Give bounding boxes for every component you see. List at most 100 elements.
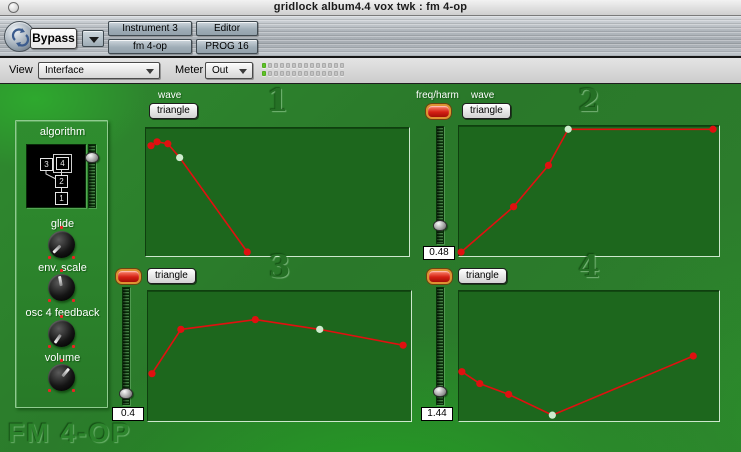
envelope-point[interactable] [243,248,251,256]
meter-led [286,71,290,76]
envelope-graph-op3[interactable] [147,290,412,422]
algorithm-op1-box: 1 [55,192,68,205]
knob-marker [48,345,51,348]
knob-marker [72,256,75,259]
envelope-point[interactable] [251,316,259,324]
freq-harm-slider-thumb[interactable] [119,387,133,399]
envelope-graph-op2[interactable] [457,125,720,257]
editor-main: algorithm 3 4 2 1 glide [0,84,741,452]
freq-harm-slider-thumb[interactable] [433,385,447,397]
wave-label-op1: wave [158,90,182,101]
bypass-menu-button[interactable] [82,30,104,47]
envelope-point[interactable] [544,161,553,169]
knob-marker [72,345,75,348]
freq-harm-slider-op3[interactable] [119,287,133,405]
envelope-point-selected[interactable] [548,411,556,419]
meter-led [262,71,266,76]
bypass-button[interactable]: Bypass [30,28,77,49]
envelope-point-selected[interactable] [316,325,324,333]
knob-marker [60,359,63,362]
envelope-point[interactable] [457,248,465,256]
meter-led [340,63,344,68]
knob-marker [48,256,51,259]
editor-button[interactable]: Editor [196,21,258,36]
freq-harm-value-op2[interactable]: 0.48 [423,246,455,260]
knob-pointer [61,367,71,378]
envelope-point[interactable] [399,341,407,349]
envelope-point[interactable] [510,203,518,211]
meter-led [328,71,332,76]
algorithm-slider-thumb[interactable] [85,152,99,164]
instrument-button[interactable]: Instrument 3 [108,21,192,36]
global-panel: algorithm 3 4 2 1 glide [15,120,108,408]
title-bar[interactable]: gridlock album4.4 vox twk : fm 4-op [0,0,741,16]
envelope-line [460,128,713,253]
meter-led [322,71,326,76]
envelope-svg [457,125,717,256]
meter-led [304,63,308,68]
algorithm-display[interactable]: 3 4 2 1 [26,144,86,208]
algorithm-op2-box: 2 [55,175,68,188]
meter-dropdown[interactable]: Out [205,62,253,79]
envelope-point[interactable] [164,140,172,148]
knob-marker [60,226,63,229]
envelope-point[interactable] [177,325,185,333]
knob-marker [60,269,63,272]
envelope-point[interactable] [147,142,155,150]
volume-knob[interactable] [48,359,75,392]
wave-select-op1[interactable]: triangle [149,103,198,119]
envelope-svg [148,316,407,378]
envelope-point[interactable] [153,138,161,146]
view-label: View [9,64,33,76]
freq-harm-slider-op2[interactable] [433,126,447,244]
view-dropdown[interactable]: Interface [38,62,160,79]
env-scale-label: env. scale [38,262,87,274]
program-button[interactable]: PROG 16 [196,39,258,54]
algorithm-slider[interactable] [85,144,99,208]
meter-led [262,63,266,68]
freq-harm-label: freq/harm [416,90,459,101]
dropdown-arrow-icon [239,69,247,74]
envelope-graph-op4[interactable] [458,290,720,422]
freq-harm-led-button-op2[interactable] [426,104,451,119]
wave-select-op3[interactable]: triangle [147,268,196,284]
glide-knob[interactable] [48,226,75,259]
toolbar: Bypass Instrument 3 Editor fm 4-op PROG … [0,16,741,58]
meter-led [304,71,308,76]
meter-led [280,63,284,68]
meter-led [298,71,302,76]
window-title: gridlock album4.4 vox twk : fm 4-op [273,1,468,13]
env-scale-knob[interactable] [48,269,75,302]
view-dropdown-value: Interface [45,65,84,76]
envelope-point[interactable] [505,390,513,398]
osc4-feedback-knob[interactable] [48,315,75,348]
meter-led [298,63,302,68]
envelope-point-selected[interactable] [176,153,184,162]
meter-led [292,63,296,68]
wave-select-op2[interactable]: triangle [462,103,511,119]
window-control-icon[interactable] [8,2,19,13]
knob-marker [72,299,75,302]
envelope-point[interactable] [148,370,156,378]
envelope-point[interactable] [709,125,717,133]
envelope-line [150,140,248,253]
freq-harm-led-button-op4[interactable] [427,269,452,284]
envelope-graph-op1[interactable] [145,127,410,257]
envelope-point[interactable] [689,352,697,360]
patch-button[interactable]: fm 4-op [108,39,192,54]
envelope-point-selected[interactable] [564,125,572,133]
envelope-line [461,355,694,416]
freq-harm-value-op4[interactable]: 1.44 [421,407,453,421]
meter-led [274,71,278,76]
freq-harm-value-op3[interactable]: 0.4 [112,407,144,421]
envelope-point[interactable] [458,368,466,376]
meter-led [310,71,314,76]
knob-pointer [58,275,63,287]
freq-harm-slider-thumb[interactable] [433,220,447,232]
envelope-svg [147,138,251,256]
freq-harm-led-button-op3[interactable] [116,269,141,284]
wave-select-op4[interactable]: triangle [458,268,507,284]
freq-harm-slider-op4[interactable] [433,287,447,405]
envelope-point[interactable] [476,379,484,388]
